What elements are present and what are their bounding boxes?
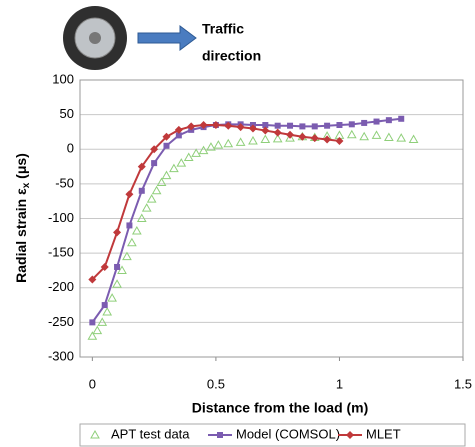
data-point [237, 138, 245, 145]
data-point [286, 131, 294, 139]
y-tick-label: 100 [52, 71, 74, 86]
data-point [128, 239, 136, 246]
data-point [153, 187, 161, 194]
data-point [410, 136, 418, 143]
x-tick-label: 0 [89, 376, 96, 391]
x-tick-label: 0.5 [207, 376, 225, 391]
x-tick-label: 1 [336, 376, 343, 391]
y-tick-label: -250 [48, 314, 74, 329]
data-point [312, 123, 318, 129]
data-point [192, 149, 200, 156]
data-point [133, 227, 141, 234]
data-point [93, 327, 101, 334]
data-point [158, 178, 166, 185]
data-point [261, 136, 269, 143]
y-label-main: Radial strain ε [13, 188, 29, 283]
y-tick-label: -50 [55, 175, 74, 190]
data-point [125, 190, 133, 198]
x-tick-label: 1.5 [454, 376, 472, 391]
data-point [114, 264, 120, 270]
data-point [163, 143, 169, 149]
y-axis-label: Radial strain εx (μs) [13, 153, 32, 283]
data-point [361, 120, 367, 126]
annotation: Traffic [202, 21, 244, 37]
y-tick-label: 50 [60, 106, 74, 121]
data-point [185, 154, 193, 161]
y-tick-label: -200 [48, 279, 74, 294]
data-point [214, 141, 222, 148]
chart: Traffic direction Distance from the load… [0, 0, 475, 447]
data-point [89, 319, 95, 325]
y-tick-label: 0 [67, 141, 74, 156]
data-point [324, 123, 330, 129]
y-tick-label: -100 [48, 210, 74, 225]
x-axis-label: Distance from the load (m) [192, 400, 369, 416]
data-point [200, 147, 208, 154]
y-tick-label: -150 [48, 245, 74, 260]
data-point [139, 188, 145, 194]
data-point [113, 228, 121, 236]
data-point [360, 133, 368, 140]
data-point [103, 308, 111, 315]
data-point [123, 253, 131, 260]
data-point [143, 204, 151, 211]
legend-label: MLET [366, 426, 401, 441]
page: {"chart_data": {"type": "line", "annotat… [0, 0, 475, 447]
data-point [148, 195, 156, 202]
legend-label: Model (COMSOL) [236, 426, 340, 441]
annotation: direction [202, 48, 261, 64]
data-point [126, 222, 132, 228]
data-point [275, 123, 281, 129]
data-point [224, 140, 232, 147]
data-point [108, 294, 116, 301]
data-point [113, 280, 121, 287]
data-point [348, 131, 356, 138]
y-tick-label: -300 [48, 348, 74, 363]
data-point [162, 172, 170, 179]
data-point [398, 116, 404, 122]
data-point [177, 159, 185, 166]
data-point [102, 302, 108, 308]
data-point [385, 133, 393, 140]
data-point [349, 121, 355, 127]
data-point [287, 123, 293, 129]
data-point [374, 119, 380, 125]
tire-icon [63, 6, 127, 70]
legend-label: APT test data [111, 426, 190, 441]
data-point [373, 131, 381, 138]
data-point [274, 129, 282, 137]
data-point [397, 134, 405, 141]
data-point [299, 123, 305, 129]
data-point [336, 122, 342, 128]
legend-marker [346, 431, 354, 439]
data-point [249, 137, 257, 144]
y-label-unit: (μs) [13, 153, 29, 183]
data-point [170, 165, 178, 172]
data-point [151, 160, 157, 166]
data-point [386, 117, 392, 123]
legend-marker [217, 432, 223, 438]
direction-arrow [138, 26, 196, 50]
legend-marker [91, 431, 99, 438]
